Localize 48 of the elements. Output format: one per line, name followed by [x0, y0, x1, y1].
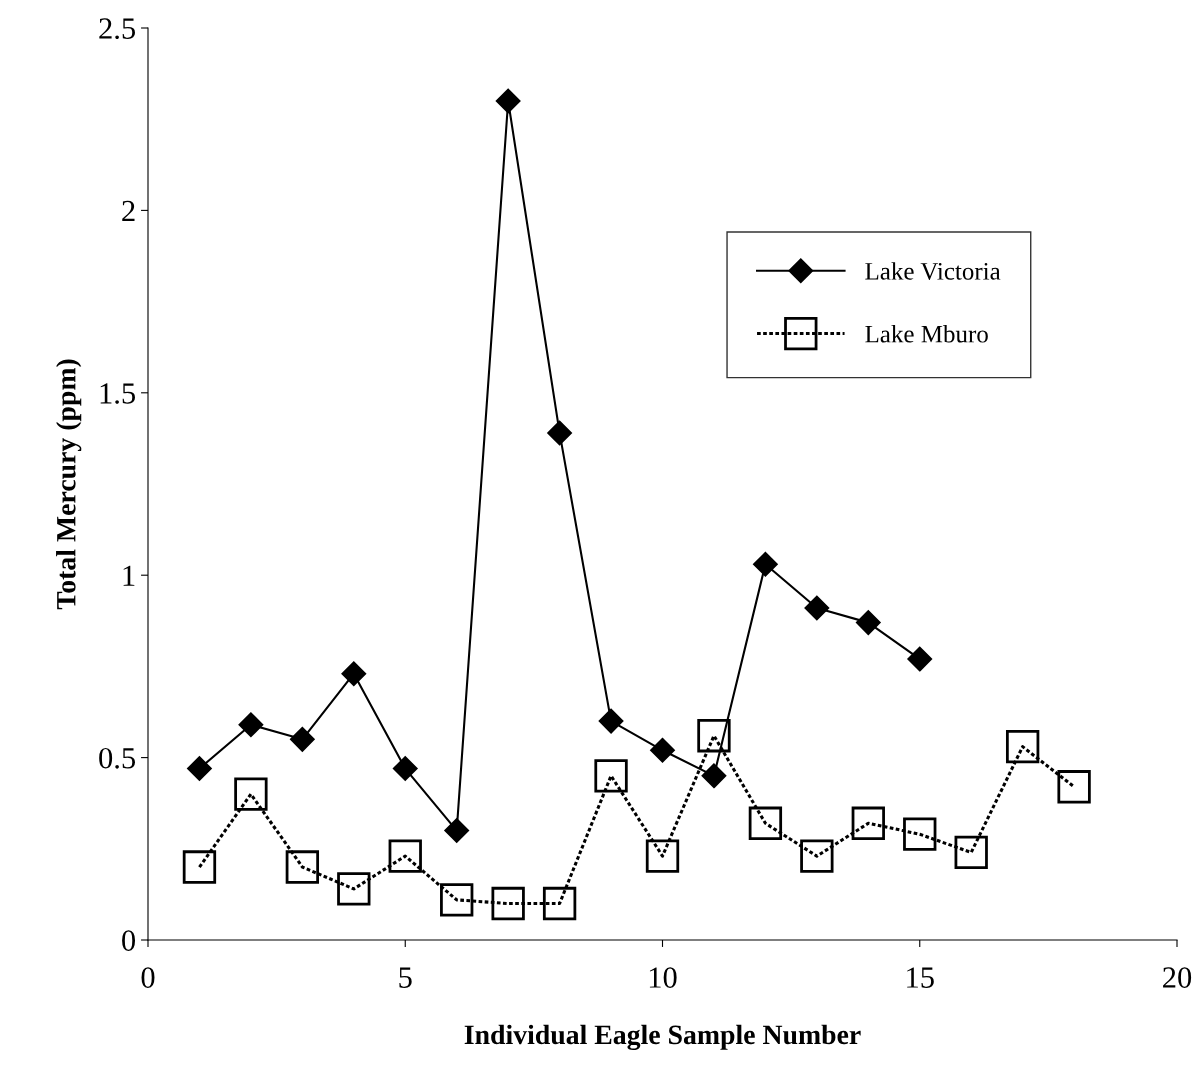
point — [187, 756, 212, 781]
legend-label: Lake Mburo — [865, 325, 988, 343]
point — [444, 818, 469, 843]
x-axis-title: Individual Eagle Sample Number — [464, 1024, 861, 1051]
x-tick-label: 15 — [907, 967, 934, 988]
point — [234, 777, 268, 811]
point — [341, 661, 366, 686]
point — [907, 646, 932, 672]
point — [491, 886, 525, 921]
point — [851, 806, 885, 840]
point — [650, 738, 675, 763]
x-tick-label: 0 — [141, 967, 155, 988]
legend-label: Lake Victoria — [865, 262, 1001, 280]
point — [547, 420, 572, 446]
y-tick-label: 0.5 — [99, 747, 135, 769]
point — [856, 610, 881, 635]
point — [598, 708, 624, 734]
point — [804, 595, 830, 621]
y-axis-title: Total Mercury (ppm) — [56, 359, 82, 610]
point — [800, 839, 834, 873]
point — [388, 839, 422, 873]
point — [594, 759, 628, 793]
y-tick-label: 1.5 — [100, 383, 135, 404]
point — [337, 872, 371, 906]
point — [903, 817, 937, 851]
x-tick-label: 5 — [399, 967, 412, 988]
point — [495, 88, 521, 114]
point — [954, 835, 988, 870]
point — [701, 763, 727, 789]
y-tick-label: 2.5 — [99, 18, 135, 40]
x-tick-label: 10 — [649, 967, 677, 988]
point — [645, 839, 680, 873]
point — [1057, 770, 1091, 804]
point — [182, 850, 217, 884]
point — [753, 552, 778, 577]
point — [290, 727, 315, 752]
point — [542, 886, 577, 921]
point — [1005, 729, 1040, 764]
point — [393, 756, 418, 781]
y-tick-label: 0 — [122, 930, 136, 951]
point — [748, 806, 783, 840]
point — [238, 712, 264, 737]
point — [440, 883, 474, 917]
x-tick-label: 20 — [1163, 967, 1192, 988]
point — [285, 850, 320, 884]
y-tick-label: 1 — [123, 565, 135, 586]
y-tick-label: 2 — [122, 200, 135, 221]
point — [697, 719, 731, 753]
